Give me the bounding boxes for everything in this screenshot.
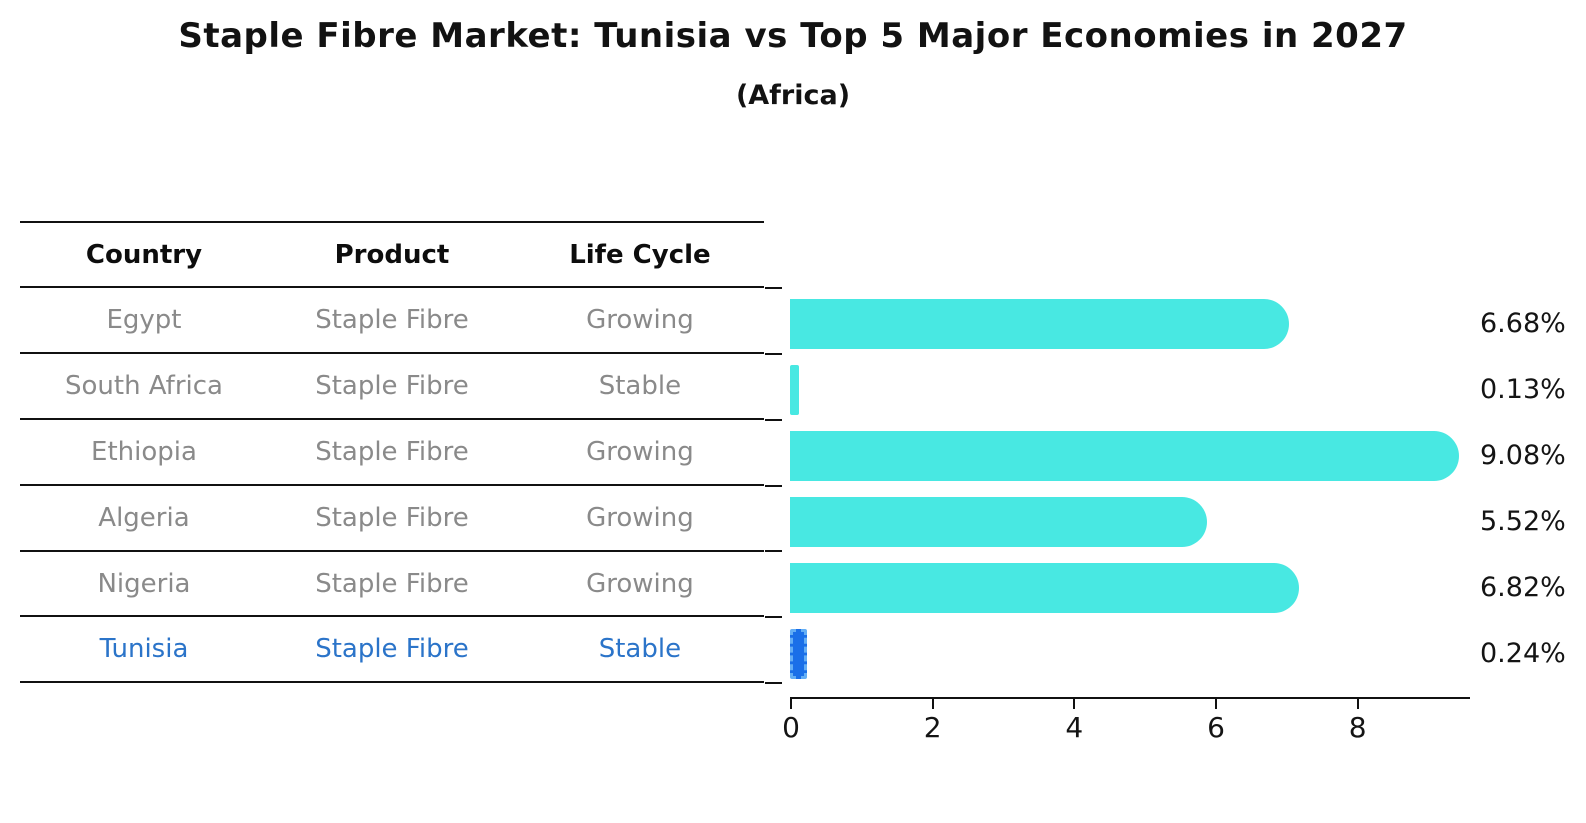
x-tick	[1356, 699, 1359, 709]
bar-value-label: 9.08%	[1480, 439, 1566, 471]
bar-value-label: 6.82%	[1480, 571, 1566, 603]
x-tick-label: 8	[1348, 711, 1367, 744]
cell-life-cycle: Growing	[586, 568, 694, 599]
table-row: Egypt Staple Fibre Growing	[20, 288, 764, 354]
x-axis-line	[790, 697, 1470, 699]
x-tick-label: 2	[923, 711, 942, 744]
column-header-country: Country	[85, 239, 203, 270]
cell-life-cycle: Stable	[598, 634, 682, 665]
cell-product: Staple Fibre	[315, 436, 469, 467]
cell-country: Tunisia	[99, 634, 189, 665]
table-row: Nigeria Staple Fibre Growing	[20, 552, 764, 618]
y-tick	[765, 419, 782, 421]
cell-product: Staple Fibre	[315, 634, 469, 665]
bar-south-africa	[790, 364, 800, 415]
bar-ethiopia	[790, 430, 1460, 481]
cell-product: Staple Fibre	[315, 304, 469, 335]
table-row-tunisia: Tunisia Staple Fibre Stable	[20, 617, 764, 684]
cell-life-cycle: Growing	[586, 502, 694, 533]
column-header-product: Product	[334, 239, 450, 270]
x-tick	[931, 699, 934, 709]
cell-country: South Africa	[64, 370, 223, 401]
x-tick	[1073, 699, 1076, 709]
bar-nigeria	[790, 562, 1300, 613]
cell-product: Staple Fibre	[315, 502, 469, 533]
bar-value-label: 0.13%	[1480, 373, 1566, 405]
y-tick	[765, 287, 782, 289]
table-header-row: Country Product Life Cycle	[20, 221, 764, 288]
y-tick	[765, 550, 782, 552]
x-tick	[790, 699, 792, 709]
bar-value-label: 6.68%	[1480, 308, 1566, 339]
cell-country: Egypt	[106, 304, 182, 335]
cell-product: Staple Fibre	[315, 568, 469, 599]
cell-product: Staple Fibre	[315, 370, 469, 401]
x-tick-label: 6	[1207, 711, 1225, 744]
y-tick	[765, 616, 782, 618]
bar-value-label: 0.24%	[1480, 637, 1566, 669]
cell-life-cycle: Stable	[598, 370, 682, 401]
y-tick	[765, 682, 782, 684]
cell-life-cycle: Growing	[586, 436, 694, 467]
chart-title: Staple Fibre Market: Tunisia vs Top 5 Ma…	[178, 16, 1408, 56]
cell-country: Ethiopia	[91, 436, 197, 467]
table-row: Algeria Staple Fibre Growing	[20, 486, 764, 552]
country-table: Country Product Life Cycle Egypt Staple …	[20, 221, 764, 684]
chart-subtitle: (Africa)	[735, 80, 851, 111]
table-row: Ethiopia Staple Fibre Growing	[20, 420, 764, 486]
y-tick	[765, 485, 782, 487]
column-header-life-cycle: Life Cycle	[569, 239, 711, 270]
x-tick-label: 0	[782, 711, 800, 744]
bar-egypt	[790, 299, 1290, 349]
bar-value-label: 5.52%	[1480, 505, 1566, 537]
cell-country: Algeria	[98, 502, 190, 533]
cell-life-cycle: Growing	[586, 304, 694, 335]
bar-algeria	[790, 496, 1207, 547]
y-tick	[765, 353, 782, 355]
x-tick-label: 4	[1065, 711, 1084, 744]
cell-country: Nigeria	[97, 568, 191, 599]
x-tick	[1215, 699, 1217, 709]
table-row: South Africa Staple Fibre Stable	[20, 354, 764, 420]
bar-tunisia-highlight	[790, 628, 807, 679]
